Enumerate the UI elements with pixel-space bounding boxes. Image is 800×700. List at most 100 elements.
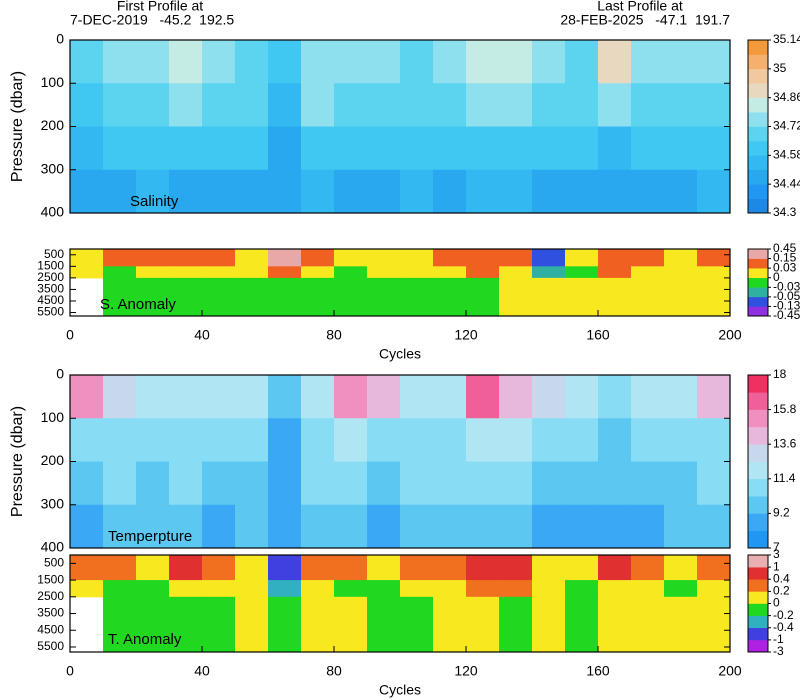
heat-cell <box>103 418 137 462</box>
colorbar-tick-label: 15.8 <box>773 402 797 416</box>
colorbar-band <box>748 68 768 84</box>
heat-cell <box>334 40 368 84</box>
heat-cell <box>202 580 236 598</box>
heat-cell <box>301 266 335 279</box>
colorbar-band <box>748 249 768 259</box>
heat-cell <box>235 580 269 598</box>
colorbar-band <box>748 567 768 580</box>
heat-cell <box>169 375 203 419</box>
colorbar-band <box>748 97 768 113</box>
colorbar-band <box>748 555 768 568</box>
heat-cell <box>301 169 335 214</box>
colorbar-band <box>748 530 768 549</box>
colorbar-tick-label: -0.03 <box>773 279 800 293</box>
heat-cell <box>103 169 137 214</box>
heat-cell <box>70 83 104 127</box>
heat-cell <box>367 277 401 317</box>
heat-cell <box>334 375 368 419</box>
heat-cell <box>136 266 170 279</box>
heat-cell <box>565 555 599 581</box>
heat-cell <box>202 169 236 214</box>
heat-cell <box>268 277 302 317</box>
heat-cell <box>631 375 665 419</box>
heat-cell <box>268 266 302 279</box>
heat-cell <box>334 169 368 214</box>
colorbar-band <box>748 496 768 514</box>
heat-cell <box>202 504 236 549</box>
heat-cell <box>202 375 236 419</box>
heat-cell <box>367 40 401 84</box>
heat-cell <box>433 266 467 279</box>
heat-cell <box>631 40 665 84</box>
y-tick-label: 5500 <box>37 639 64 653</box>
heat-cell <box>433 126 467 171</box>
heat-cell <box>433 504 467 549</box>
colorbar-band <box>748 306 768 317</box>
heat-cell <box>235 596 269 653</box>
colorbar-band <box>748 579 768 592</box>
heat-cell <box>103 126 137 171</box>
heat-cell <box>235 83 269 127</box>
heat-cell <box>235 504 269 549</box>
heat-cell <box>697 277 731 317</box>
heat-cell <box>268 126 302 171</box>
colorbar-tick-label: 0 <box>773 270 780 284</box>
heat-cell <box>400 375 434 419</box>
heat-cell <box>664 83 698 127</box>
heat-cell <box>664 169 698 214</box>
heat-cell <box>532 461 566 506</box>
heat-cell <box>202 249 236 267</box>
heat-cell <box>631 169 665 214</box>
heat-cell <box>532 580 566 598</box>
heat-cell <box>598 504 632 549</box>
heat-cell <box>367 461 401 506</box>
heat-cell <box>334 277 368 317</box>
colorbar-tick-label: -0.2 <box>773 608 794 622</box>
heat-cell <box>565 40 599 84</box>
panel <box>70 375 731 549</box>
heat-cell <box>664 418 698 462</box>
heat-cell <box>532 40 566 84</box>
colorbar-tick-label: 34.86 <box>773 90 800 104</box>
heat-cell <box>532 126 566 171</box>
heat-cell <box>169 504 203 549</box>
colorbar-band <box>748 140 768 156</box>
colorbar-band <box>748 126 768 142</box>
heat-cell <box>433 580 467 598</box>
heat-cell <box>664 504 698 549</box>
heat-cell <box>268 169 302 214</box>
heat-cell <box>664 461 698 506</box>
heat-cell <box>70 504 104 549</box>
colorbar-band <box>748 603 768 616</box>
x-tick-label: 120 <box>454 327 478 343</box>
heat-cell <box>631 83 665 127</box>
heat-cell <box>433 40 467 84</box>
heat-cell <box>532 277 566 317</box>
colorbar-tick-label: 35.14 <box>773 32 800 46</box>
heat-cell <box>136 83 170 127</box>
heat-cell <box>466 40 500 84</box>
heat-cell <box>235 375 269 419</box>
colorbar-tick-label: 34.72 <box>773 119 800 133</box>
heat-cell <box>103 375 137 419</box>
heat-cell <box>367 83 401 127</box>
heat-cell <box>631 555 665 581</box>
heat-cell <box>565 126 599 171</box>
plot-frame <box>69 554 731 653</box>
heat-cell <box>466 249 500 267</box>
heat-cell <box>169 596 203 653</box>
heat-cell <box>70 375 104 419</box>
heat-cell <box>466 418 500 462</box>
colorbar-tick-label: 7 <box>773 540 780 554</box>
heat-cell <box>499 504 533 549</box>
colorbar-band <box>748 478 768 497</box>
colorbar-band <box>748 426 768 445</box>
heat-cell <box>202 461 236 506</box>
heat-cell <box>202 277 236 317</box>
heat-cell <box>466 555 500 581</box>
heat-cell <box>532 596 566 653</box>
heat-cell <box>664 580 698 598</box>
colorbar-tick-label: 0.15 <box>773 251 797 265</box>
colorbar-tick-label: 0 <box>773 596 780 610</box>
heat-cell <box>136 249 170 267</box>
